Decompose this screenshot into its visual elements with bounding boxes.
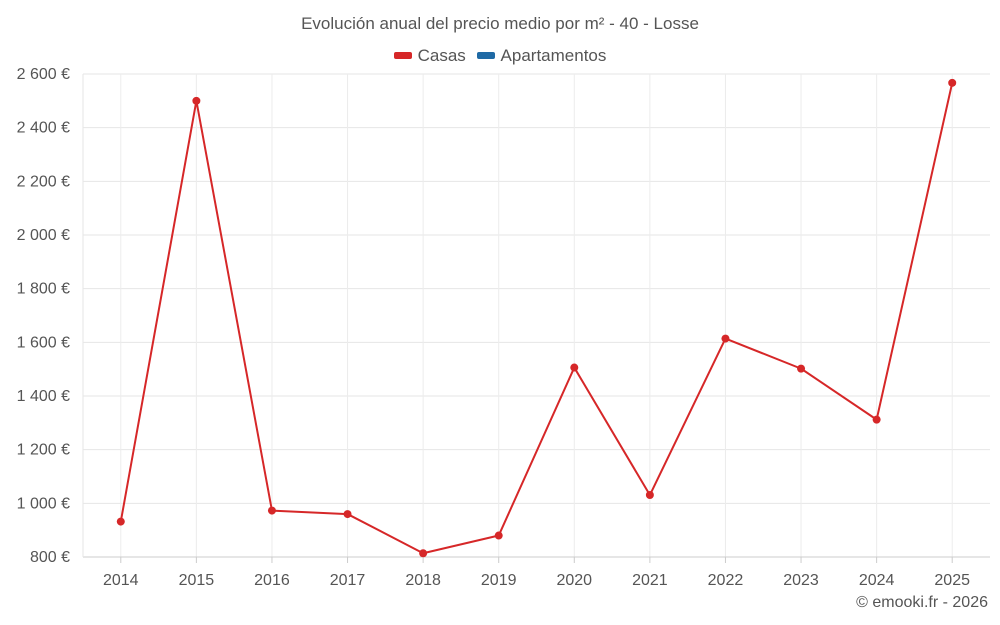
axis-layer: 800 € 1 000 € 1 200 € 1 400 € 1 600 € 1 800 €… <box>17 66 990 589</box>
data-point[interactable] <box>419 549 428 558</box>
y-tick-label: 1 000 € <box>17 495 70 512</box>
y-tick-label: 1 600 € <box>17 334 70 351</box>
y-tick-label: 1 400 € <box>17 388 70 405</box>
y-tick-label: 1 800 € <box>17 281 70 298</box>
legend-swatch-casas <box>393 52 412 59</box>
x-tick-label: 2020 <box>556 572 592 589</box>
x-tick-label: 2025 <box>934 572 970 589</box>
x-tick-label: 2015 <box>179 572 215 589</box>
x-tick-label: 2024 <box>859 572 895 589</box>
data-point[interactable] <box>343 510 352 519</box>
x-tick-label: 2018 <box>405 572 441 589</box>
x-tick-label: 2023 <box>783 572 819 589</box>
data-point[interactable] <box>645 491 654 500</box>
x-tick-label: 2016 <box>254 572 290 589</box>
legend-label-casas: Casas <box>417 45 466 65</box>
series-layer <box>116 78 957 558</box>
y-tick-label: 1 200 € <box>17 442 70 459</box>
series-line <box>119 82 954 555</box>
legend-swatch-apartamentos <box>476 52 495 59</box>
x-tick-label: 2017 <box>330 572 366 589</box>
y-tick-label: 800 € <box>30 549 70 566</box>
data-point[interactable] <box>570 363 579 372</box>
data-point[interactable] <box>872 415 881 424</box>
chart-legend: Casas Apartamentos <box>0 44 1000 66</box>
x-tick-label: 2019 <box>481 572 517 589</box>
legend-label-apartamentos: Apartamentos <box>500 45 607 65</box>
x-tick-label: 2014 <box>103 572 139 589</box>
y-tick-label: 2 600 € <box>17 66 70 83</box>
y-tick-label: 2 000 € <box>17 227 70 244</box>
grid-layer <box>83 73 990 558</box>
x-tick-label: 2021 <box>632 572 668 589</box>
legend-item-casas[interactable]: Casas <box>393 45 466 66</box>
y-tick-label: 2 400 € <box>17 120 70 137</box>
data-point[interactable] <box>797 364 806 373</box>
data-point[interactable] <box>948 78 957 87</box>
data-point[interactable] <box>192 96 201 105</box>
data-point[interactable] <box>267 506 276 515</box>
x-tick-label: 2022 <box>708 572 744 589</box>
data-point[interactable] <box>721 334 730 343</box>
legend-item-apartamentos[interactable]: Apartamentos <box>476 45 607 66</box>
data-point[interactable] <box>494 531 503 540</box>
data-point[interactable] <box>116 517 125 526</box>
y-tick-label: 2 200 € <box>17 173 70 190</box>
credit-text: © emooki.fr - 2026 <box>856 594 988 611</box>
chart-title: Evolución anual del precio medio por m² … <box>301 14 699 33</box>
